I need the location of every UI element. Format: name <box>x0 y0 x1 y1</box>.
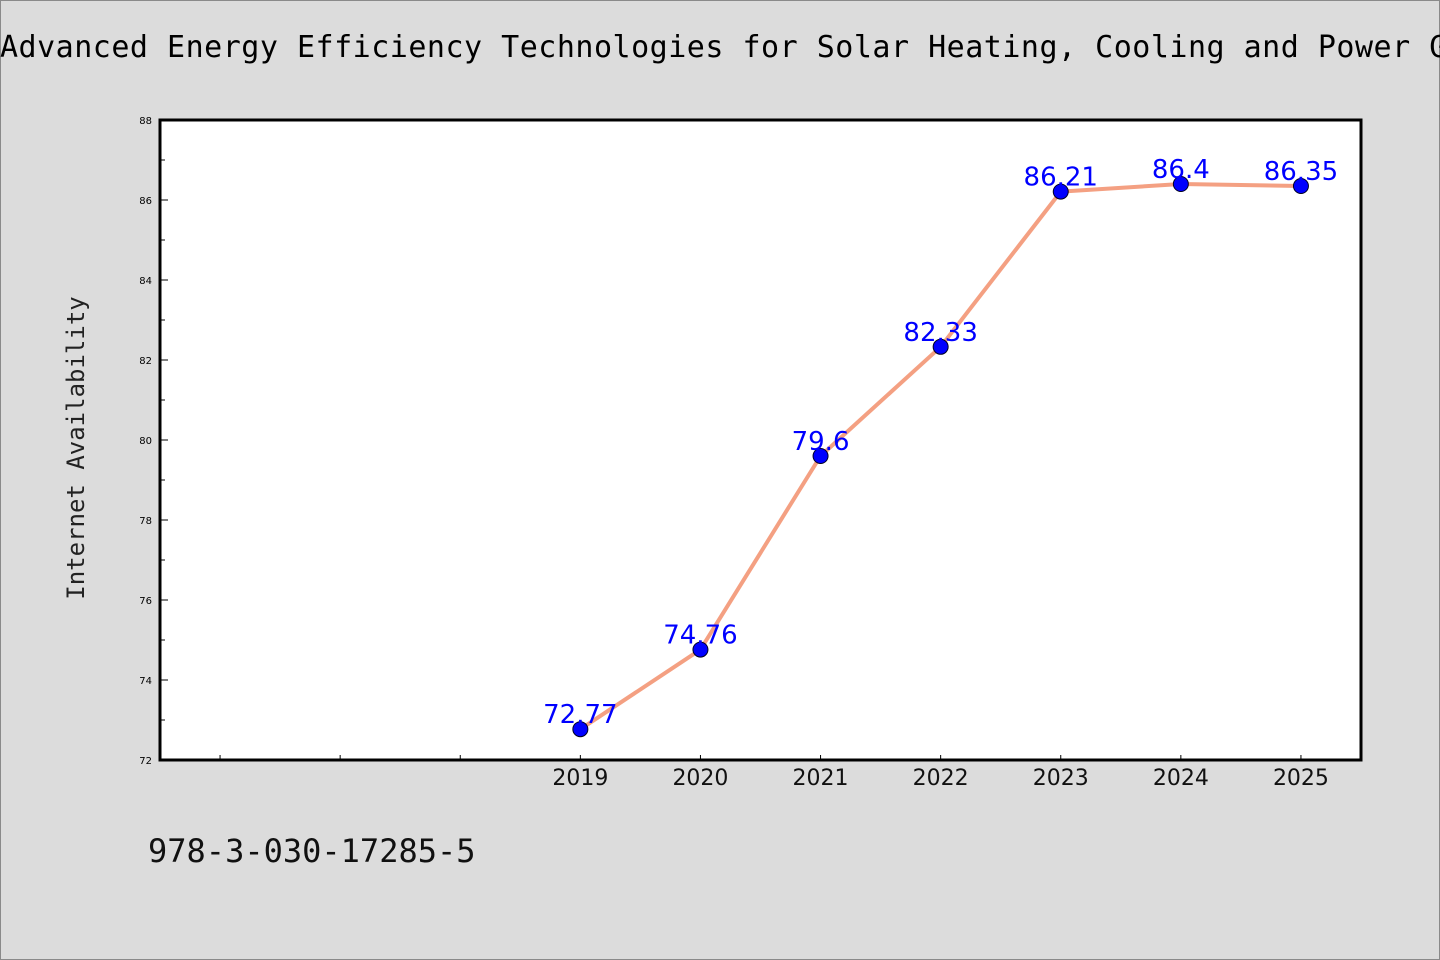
y-tick-label: 78 <box>139 516 152 527</box>
isbn-text: 978-3-030-17285-5 <box>148 832 476 870</box>
x-tick-label: 2022 <box>913 766 969 791</box>
plot-frame <box>158 118 1363 762</box>
data-point <box>572 721 589 738</box>
data-label: 86.21 <box>1024 163 1098 193</box>
data-point <box>1052 183 1069 200</box>
chart-title: Advanced Energy Efficiency Technologies … <box>0 30 1440 65</box>
y-tick-label: 72 <box>139 756 152 767</box>
data-label: 82.33 <box>903 318 977 348</box>
data-point <box>812 448 829 464</box>
data-label: 86.35 <box>1264 157 1338 187</box>
x-tick-label: 2024 <box>1153 766 1209 791</box>
data-point <box>692 641 709 658</box>
data-label: 79.6 <box>792 427 850 457</box>
data-point <box>932 338 949 355</box>
data-labels: 72.77 74.76 79.6 82.33 86.21 86.4 86.35 <box>543 155 1338 730</box>
x-tick-label: 2025 <box>1273 766 1329 791</box>
y-tick-label: 74 <box>139 676 152 687</box>
x-tick-label: 2023 <box>1033 766 1089 791</box>
series-layer <box>572 176 1309 738</box>
x-tick-label: 2019 <box>552 766 608 791</box>
data-label: 74.76 <box>663 621 737 651</box>
y-tick-label: 88 <box>139 116 152 127</box>
y-tick-label: 76 <box>139 596 152 607</box>
y-tick-label: 82 <box>139 356 152 367</box>
plot-area <box>160 120 1361 760</box>
data-label: 86.4 <box>1152 155 1210 185</box>
data-label: 72.77 <box>543 700 617 730</box>
y-tick-label: 84 <box>139 276 152 287</box>
x-axis: 2019 2020 2021 2022 2023 2024 2025 <box>219 755 1329 791</box>
y-tick-label: 86 <box>139 196 152 207</box>
data-point <box>1292 178 1309 194</box>
y-tick-label: 80 <box>139 436 152 447</box>
data-point <box>1172 176 1189 192</box>
x-tick-label: 2021 <box>793 766 849 791</box>
x-tick-label: 2020 <box>672 766 728 791</box>
